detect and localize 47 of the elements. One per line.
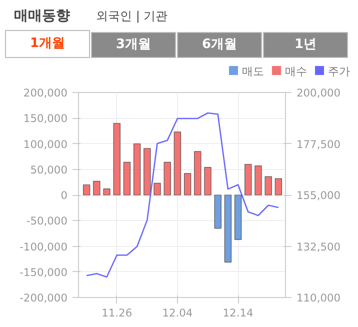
y-tick-label: 100,000: [23, 138, 68, 151]
bar: [194, 151, 202, 196]
bar: [224, 194, 232, 262]
y2-tick-label: 110,000: [296, 292, 341, 304]
bar: [174, 132, 182, 196]
y2-tick-label: 132,500: [296, 240, 341, 254]
y-tick-label: 50,000: [30, 163, 68, 176]
bar: [82, 184, 90, 196]
text: 1개월: [5, 30, 90, 58]
y2-tick-label: 200,000: [296, 86, 341, 100]
text: 3개월: [91, 32, 176, 58]
bar: [93, 180, 100, 196]
bar: [184, 173, 192, 196]
x-tick-label: 12.14: [222, 306, 254, 320]
y-tick-label: 150,000: [23, 112, 68, 126]
bar: [254, 165, 262, 196]
bar: [214, 194, 222, 229]
bar: [103, 188, 110, 196]
y-tick-label: 0: [60, 189, 68, 202]
y2-tick-label: 155,000: [296, 189, 341, 202]
x-tick-label: 12.04: [162, 306, 193, 320]
chart-title: 매매동향: [14, 7, 70, 26]
bar: [154, 182, 161, 196]
y-tick-label: -100,000: [20, 240, 68, 254]
line-series: [86, 112, 280, 278]
legend-label: 매수: [284, 64, 307, 80]
text: 6개월: [177, 32, 262, 58]
bar: [204, 167, 212, 196]
bar: [244, 164, 252, 196]
y-tick-label: 200,000: [23, 86, 68, 100]
bar: [123, 162, 131, 196]
x-tick-label: 11.26: [102, 306, 132, 320]
bar: [164, 162, 171, 196]
bar: [264, 176, 272, 196]
legend-label: 매도: [241, 64, 264, 80]
legend-label: 주가: [327, 64, 350, 80]
bar: [113, 122, 120, 196]
y-tick-label: -50,000: [26, 214, 68, 228]
text: 1년: [263, 32, 348, 58]
y-tick-label: -150,000: [20, 266, 68, 279]
bar: [234, 194, 242, 240]
bar: [133, 143, 141, 196]
y-tick-label: -200,000: [20, 292, 68, 304]
y2-tick-label: 177,500: [296, 138, 341, 151]
bar: [274, 178, 282, 196]
chart-subtitle: 외국인 | 기관: [96, 8, 168, 25]
bar: [144, 148, 151, 196]
